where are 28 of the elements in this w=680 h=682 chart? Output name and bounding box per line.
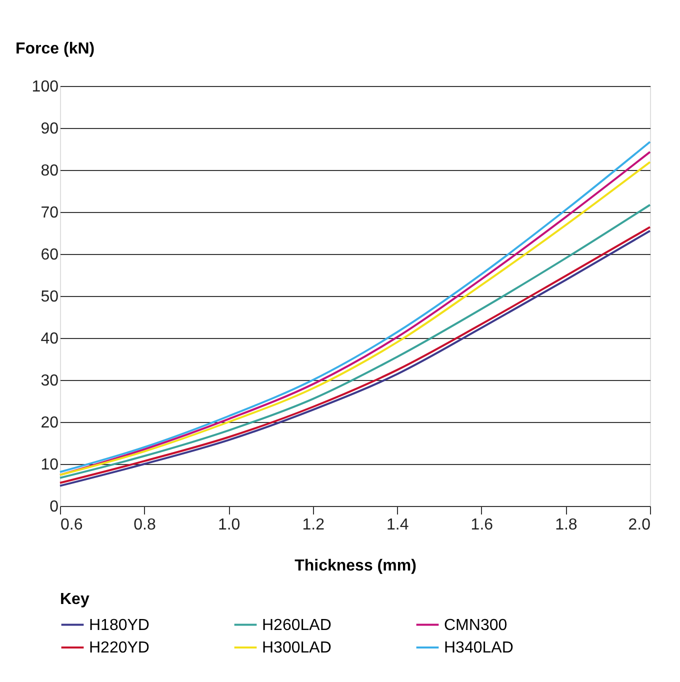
- x-tick-label: 1.8: [555, 516, 578, 534]
- y-tick-label: 60: [40, 246, 59, 264]
- x-tick-label: 2.0: [628, 516, 651, 534]
- x-axis-title: Thickness (mm): [294, 558, 416, 574]
- y-axis-title: Force (kN): [16, 40, 95, 58]
- y-tick-label: 30: [40, 372, 59, 390]
- y-tick-label: 100: [32, 78, 59, 96]
- legend-label: H220YD: [89, 640, 150, 656]
- legend-label: H340LAD: [444, 640, 514, 656]
- y-tick-label: 70: [40, 204, 59, 222]
- legend-label: CMN300: [444, 616, 508, 634]
- x-tick-label: 1.0: [218, 516, 240, 534]
- x-tick-label: 1.6: [470, 516, 494, 534]
- legend-label: H300LAD: [262, 640, 332, 656]
- legend-label: H180YD: [89, 616, 150, 634]
- x-tick-label: 1.2: [302, 516, 325, 534]
- y-tick-label: 10: [40, 456, 59, 474]
- y-tick-label: 50: [40, 288, 59, 306]
- y-tick-label: 20: [40, 414, 59, 432]
- legend-label: H260LAD: [262, 616, 332, 634]
- x-tick-label: 0.8: [134, 516, 156, 534]
- x-tick-label: 0.6: [60, 516, 83, 534]
- y-tick-label: 0: [50, 498, 59, 516]
- legend-title: Key: [60, 591, 90, 608]
- x-tick-label: 1.4: [386, 516, 409, 534]
- y-tick-label: 40: [40, 330, 59, 348]
- y-tick-label: 80: [40, 162, 59, 180]
- y-tick-label: 90: [40, 120, 59, 138]
